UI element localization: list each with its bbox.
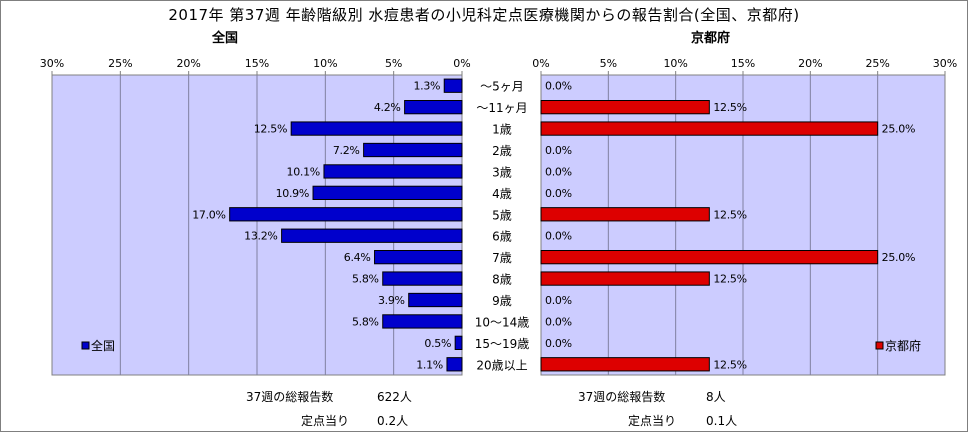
national-bar bbox=[312, 185, 463, 200]
kyoto-bar bbox=[540, 121, 879, 136]
kyoto-value-label: 12.5% bbox=[713, 101, 746, 114]
kyoto-bar bbox=[540, 100, 710, 115]
kyoto-value-label: 0.0% bbox=[545, 230, 572, 243]
national-value-label: 1.3% bbox=[413, 80, 440, 93]
national-legend-swatch bbox=[81, 341, 90, 350]
kyoto-value-label: 0.0% bbox=[545, 187, 572, 200]
kyoto-value-label: 0.0% bbox=[545, 165, 572, 178]
national-per-value: 0.2人 bbox=[377, 414, 409, 428]
kyoto-value-label: 0.0% bbox=[545, 294, 572, 307]
kyoto-value-label: 12.5% bbox=[713, 273, 746, 286]
national-value-label: 6.4% bbox=[344, 251, 371, 264]
national-tick-label: 25% bbox=[108, 57, 132, 70]
kyoto-value-label: 0.0% bbox=[545, 80, 572, 93]
national-tick-label: 20% bbox=[176, 57, 200, 70]
national-tick-label: 10% bbox=[313, 57, 337, 70]
category-label: 6歳 bbox=[492, 230, 512, 244]
national-total-value: 622人 bbox=[377, 390, 412, 404]
national-value-label: 10.9% bbox=[276, 187, 309, 200]
national-bar bbox=[443, 78, 463, 93]
kyoto-chart-title: 京都府 bbox=[691, 31, 731, 46]
kyoto-legend-label: 京都府 bbox=[885, 338, 921, 353]
category-label: 10～14歳 bbox=[475, 315, 530, 329]
kyoto-value-label: 25.0% bbox=[882, 251, 915, 264]
kyoto-bar bbox=[540, 357, 710, 372]
kyoto-tick-label: 20% bbox=[798, 57, 822, 70]
national-value-label: 3.9% bbox=[378, 294, 405, 307]
national-bar bbox=[382, 271, 463, 286]
national-bar bbox=[408, 292, 463, 308]
category-label: 9歳 bbox=[492, 294, 512, 308]
national-tick-label: 30% bbox=[40, 57, 64, 70]
national-value-label: 17.0% bbox=[192, 208, 225, 221]
kyoto-tick-label: 5% bbox=[600, 57, 617, 70]
kyoto-bar bbox=[540, 250, 879, 265]
national-bar bbox=[290, 121, 463, 136]
category-label: 7歳 bbox=[492, 251, 512, 265]
national-bar bbox=[404, 100, 463, 115]
chart-title: 2017年 第37週 年齢階級別 水痘患者の小児科定点医療機関からの報告割合(全… bbox=[168, 6, 800, 24]
kyoto-tick-label: 30% bbox=[933, 57, 957, 70]
national-value-label: 7.2% bbox=[333, 144, 360, 157]
kyoto-value-label: 12.5% bbox=[713, 208, 746, 221]
kyoto-per-label: 定点当り bbox=[628, 414, 677, 428]
national-bar bbox=[323, 164, 463, 179]
national-tick-label: 15% bbox=[245, 57, 269, 70]
national-bar bbox=[281, 228, 463, 243]
national-bar bbox=[229, 207, 463, 222]
kyoto-value-label: 25.0% bbox=[882, 123, 915, 136]
category-label: ～5ヶ月 bbox=[480, 80, 524, 94]
national-legend-label: 全国 bbox=[91, 338, 115, 353]
national-per-label: 定点当り bbox=[301, 414, 350, 428]
kyoto-tick-label: 15% bbox=[731, 57, 755, 70]
kyoto-tick-label: 25% bbox=[865, 57, 889, 70]
kyoto-per-value: 0.1人 bbox=[706, 414, 738, 428]
category-label: 20歳以上 bbox=[476, 358, 527, 372]
kyoto-value-label: 0.0% bbox=[545, 337, 572, 350]
kyoto-legend-swatch bbox=[875, 341, 884, 350]
kyoto-value-label: 0.0% bbox=[545, 144, 572, 157]
national-value-label: 12.5% bbox=[254, 123, 287, 136]
national-value-label: 10.1% bbox=[287, 165, 320, 178]
kyoto-value-label: 0.0% bbox=[545, 315, 572, 328]
category-label: 3歳 bbox=[492, 165, 512, 179]
national-chart-title: 全国 bbox=[212, 31, 239, 46]
kyoto-total-value: 8人 bbox=[706, 390, 726, 404]
national-total-label: 37週の総報告数 bbox=[246, 390, 334, 404]
kyoto-bar bbox=[540, 271, 710, 286]
national-bar bbox=[382, 314, 463, 329]
kyoto-value-label: 12.5% bbox=[713, 358, 746, 371]
kyoto-tick-label: 0% bbox=[532, 57, 549, 70]
category-label: ～11ヶ月 bbox=[476, 101, 527, 115]
national-value-label: 0.5% bbox=[424, 337, 451, 350]
national-bar bbox=[454, 335, 463, 351]
national-value-label: 13.2% bbox=[244, 230, 277, 243]
national-value-label: 4.2% bbox=[374, 101, 401, 114]
national-value-label: 5.8% bbox=[352, 273, 379, 286]
national-tick-label: 5% bbox=[385, 57, 402, 70]
national-value-label: 1.1% bbox=[416, 358, 443, 371]
national-value-label: 5.8% bbox=[352, 315, 379, 328]
national-tick-label: 0% bbox=[453, 57, 470, 70]
kyoto-tick-label: 10% bbox=[663, 57, 687, 70]
category-label: 1歳 bbox=[492, 123, 512, 137]
category-label: 2歳 bbox=[492, 144, 512, 158]
category-label: 15～19歳 bbox=[475, 337, 530, 351]
category-label: 8歳 bbox=[492, 273, 512, 287]
category-label: 5歳 bbox=[492, 208, 512, 222]
national-bar bbox=[374, 250, 463, 265]
kyoto-total-label: 37週の総報告数 bbox=[578, 390, 666, 404]
national-bar bbox=[446, 357, 463, 372]
national-bar bbox=[363, 142, 463, 158]
category-label: 4歳 bbox=[492, 187, 512, 201]
kyoto-bar bbox=[540, 207, 710, 222]
